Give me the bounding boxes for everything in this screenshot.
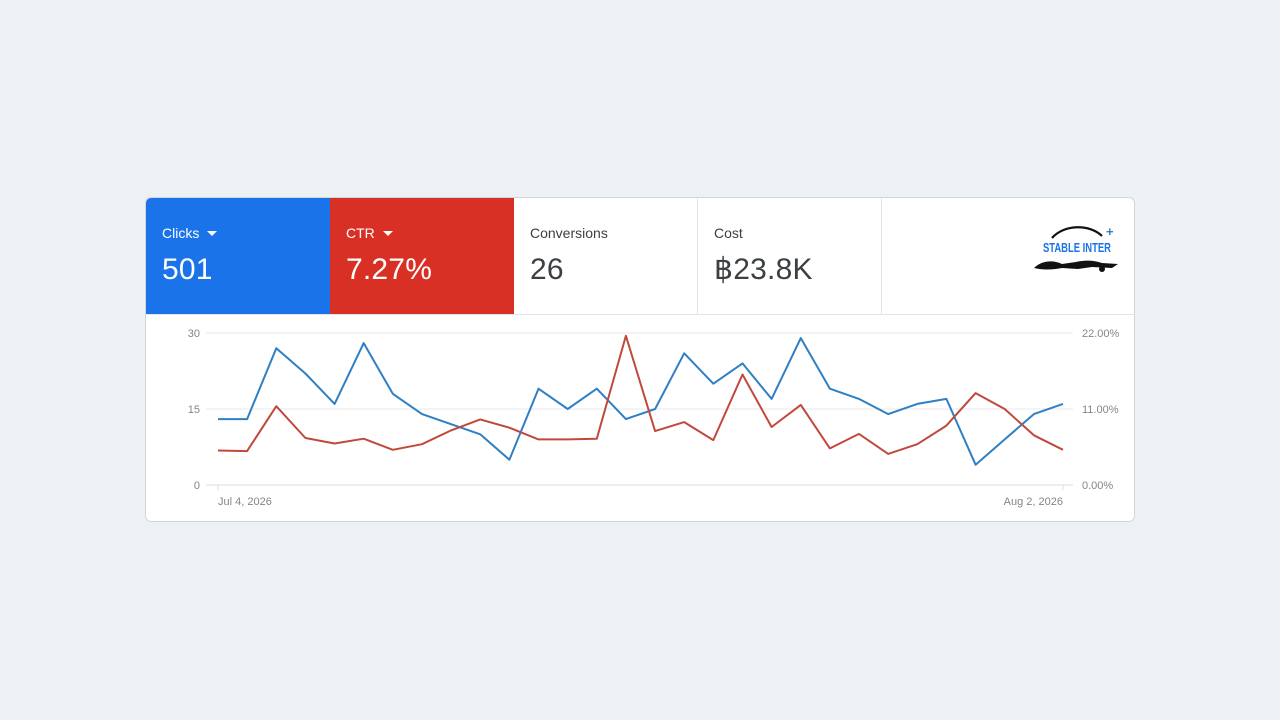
series-line-ctr xyxy=(217,334,1064,455)
performance-card: Clicks 501 CTR 7.27% Conversions 26 Cost… xyxy=(145,197,1135,522)
metric-value-cost: ฿23.8K xyxy=(714,253,813,286)
metric-tile-cost[interactable]: Cost ฿23.8K xyxy=(698,198,882,314)
logo-horse-shape xyxy=(1034,260,1118,270)
metric-label-clicks: Clicks xyxy=(162,225,200,241)
y-axis-right-tick-label: 22.00% xyxy=(1082,328,1120,340)
y-axis-left-tick-label: 15 xyxy=(188,404,200,416)
logo-plus: + xyxy=(1106,224,1114,239)
metric-value-ctr: 7.27% xyxy=(346,253,433,286)
logo-text: STABLE INTER xyxy=(1043,241,1111,255)
line-chart: 0 15 30 0.00% 11.00% 22.00% Jul 4, 2026 Aug 2, … xyxy=(188,328,1120,508)
metric-label-cost: Cost xyxy=(714,225,743,241)
metric-tile-ctr[interactable]: CTR 7.27% xyxy=(330,198,514,314)
x-axis-end-label: Aug 2, 2026 xyxy=(1004,496,1063,508)
dropdown-caret-icon[interactable] xyxy=(207,231,218,236)
y-axis-left-tick-label: 0 xyxy=(194,480,200,492)
brand-logo: + STABLE INTER xyxy=(1034,224,1118,272)
metric-tiles: Clicks 501 CTR 7.27% Conversions 26 Cost… xyxy=(146,198,1134,315)
metric-value-conversions: 26 xyxy=(530,253,564,286)
y-axis-right-tick-label: 0.00% xyxy=(1082,480,1113,492)
x-axis-start-label: Jul 4, 2026 xyxy=(218,496,272,508)
metric-tile-clicks[interactable]: Clicks 501 xyxy=(146,198,330,314)
logo-wheel xyxy=(1099,266,1105,272)
logo-arc xyxy=(1051,226,1103,239)
dropdown-caret-icon[interactable] xyxy=(382,231,393,236)
metric-label-wrap: Clicks xyxy=(162,224,330,242)
series-line-clicks xyxy=(218,337,1064,466)
metric-value-clicks: 501 xyxy=(162,253,213,286)
metric-tile-conversions[interactable]: Conversions 26 xyxy=(514,198,698,314)
metric-label-ctr: CTR xyxy=(346,225,375,241)
metric-label-wrap: CTR xyxy=(346,224,514,242)
y-axis-right-tick-label: 11.00% xyxy=(1082,404,1119,416)
metric-label-conversions: Conversions xyxy=(530,225,608,241)
y-axis-left-tick-label: 30 xyxy=(188,328,200,340)
